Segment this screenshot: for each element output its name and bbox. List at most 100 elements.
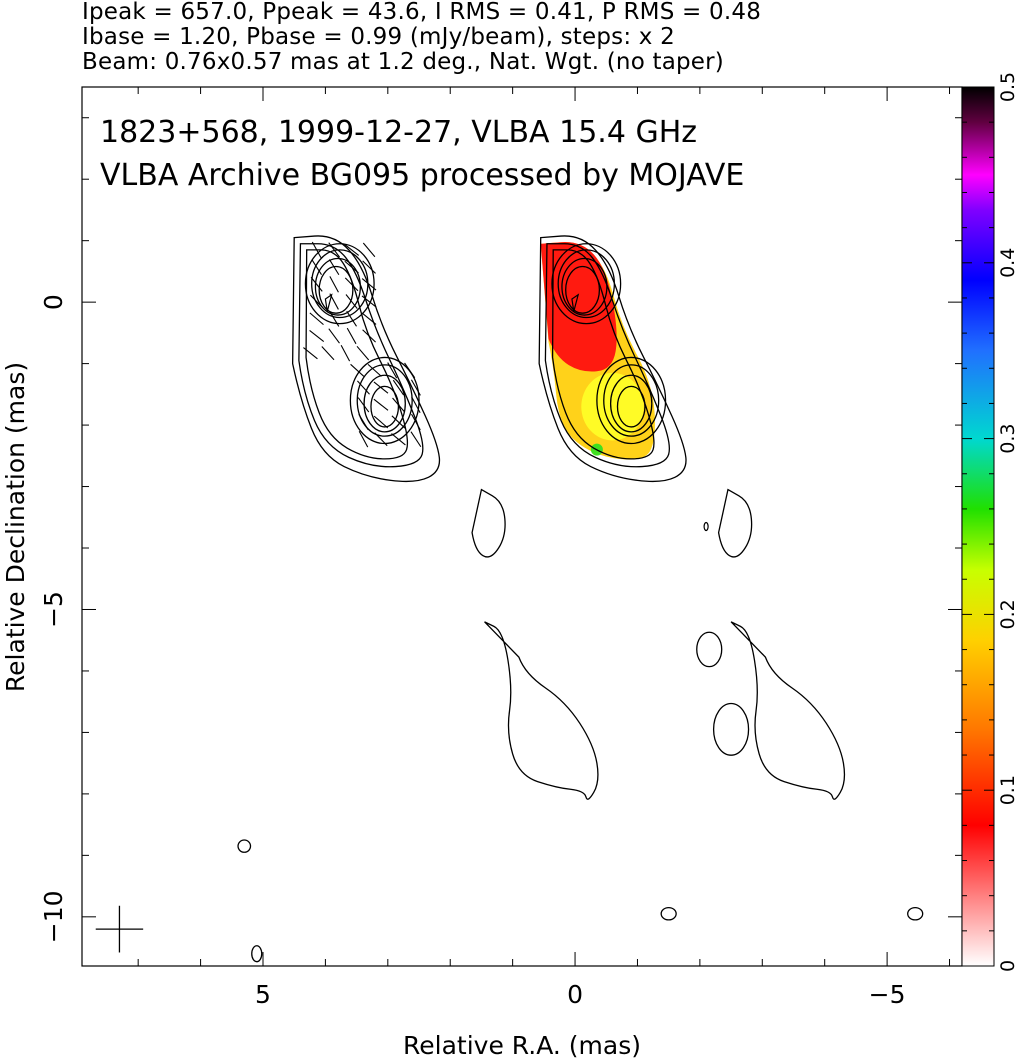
y-axis-label: Relative Declination (mas): [1, 362, 30, 692]
evpa-stick: [328, 259, 340, 276]
axis-ticks: 5 0 −5 0 −5 −10: [39, 87, 962, 1009]
header-line-1: Ipeak = 657.0, Ppeak = 43.6, I RMS = 0.4…: [82, 0, 762, 25]
contour-right-inner-2: [561, 257, 608, 316]
contour-peak-0: [324, 293, 333, 312]
contour-island-1-1: [730, 621, 846, 800]
evpa-stick: [321, 346, 335, 361]
colorbar-tick-label: 0.1: [997, 775, 1019, 805]
contour-noise-3: [251, 945, 263, 963]
evpa-stick: [358, 414, 369, 430]
evpa-stick: [329, 310, 340, 327]
evpa-stick: [362, 329, 376, 343]
evpa-stick: [344, 277, 359, 292]
x-tick-label: −5: [869, 980, 906, 1009]
evpa-stick: [328, 328, 340, 344]
evpa-stick: [328, 242, 340, 258]
evpa-stick: [361, 312, 377, 325]
evpa-stick: [358, 431, 369, 448]
evpa-stick: [410, 431, 422, 448]
polarization-peak-knot: [581, 372, 644, 441]
contour-left-0: [291, 235, 441, 483]
contour-left-inner-5: [356, 364, 413, 437]
header-line-2: Ibase = 1.20, Pbase = 0.99 (mJy/beam), s…: [82, 24, 675, 50]
contour-right-inner-7: [616, 385, 646, 428]
evpa-stick: [392, 379, 405, 396]
contour-right-inner-0: [551, 243, 622, 325]
header-line-3: Beam: 0.76x0.57 mas at 1.2 deg., Nat. Wg…: [82, 49, 724, 75]
contour-right-inner-6: [609, 374, 653, 433]
evpa-stick: [309, 312, 324, 326]
evpa-stick: [373, 398, 389, 411]
plot-header: Ipeak = 657.0, Ppeak = 43.6, I RMS = 0.4…: [82, 0, 1022, 75]
colorbar-axis: 0 0.1 0.2 0.3 0.4 0.5: [962, 72, 1019, 972]
contour-left-inner-7: [370, 385, 400, 428]
contour-right-inner-3: [565, 265, 601, 314]
y-tick-label: −5: [39, 591, 68, 628]
evpa-stick: [309, 329, 325, 342]
contour-right-inner-5: [603, 364, 660, 437]
evpa-stick: [392, 397, 405, 412]
colorbar-tick-label: 0: [997, 960, 1019, 972]
contour-island-loop-2: [712, 702, 750, 756]
contour-island-0-0: [471, 488, 506, 558]
evpa-stick: [329, 293, 339, 310]
contour-left-2: [305, 249, 409, 460]
x-tick-label: 0: [567, 980, 583, 1009]
evpa-stick: [309, 294, 324, 309]
contour-island-loop-3: [703, 521, 709, 532]
evpa-stick: [411, 396, 421, 413]
evpa-stick: [357, 380, 370, 395]
evpa-stick: [357, 397, 370, 413]
contour-island-0-1: [484, 621, 599, 800]
map-area: [95, 235, 924, 963]
contour-right-1: [544, 243, 670, 468]
contour-noise-0: [237, 839, 252, 853]
contour-left-inner-0: [304, 243, 375, 325]
map-subtitle: VLBA Archive BG095 processed by MOJAVE: [100, 158, 744, 193]
evpa-stick: [340, 344, 351, 362]
colorbar: [961, 86, 995, 967]
evpa-stick: [329, 276, 339, 293]
evpa-stick: [361, 295, 377, 308]
contour-noise-1: [660, 906, 677, 921]
evpa-stick: [410, 379, 421, 396]
evpa-stick: [345, 294, 358, 309]
evpa-stick: [362, 260, 376, 274]
evpa-stick: [367, 363, 382, 377]
evpa-stick: [361, 278, 377, 291]
contour-left-inner-3: [318, 265, 354, 314]
evpa-stick: [391, 415, 406, 429]
contour-peak-1: [571, 293, 580, 312]
evpa-stick: [311, 259, 322, 275]
evpa-stick: [374, 432, 388, 447]
contour-right-0: [538, 235, 687, 483]
evpa-stick: [362, 242, 376, 258]
evpa-stick: [344, 260, 359, 274]
evpa-stick: [303, 347, 318, 360]
y-tick-label: −10: [39, 890, 68, 943]
contour-right-2: [551, 249, 655, 460]
x-tick-label: 5: [255, 980, 271, 1009]
evpa-stick: [310, 276, 323, 292]
colorbar-tick-label: 0.2: [997, 599, 1019, 629]
contour-left-inner-2: [314, 257, 362, 316]
contour-noise-2: [907, 906, 924, 921]
plot-frame: [81, 86, 963, 967]
colorbar-tick-label: 0.4: [997, 248, 1019, 278]
contour-right-inner-4: [596, 356, 667, 445]
contour-island-1-0: [717, 488, 753, 558]
contour-left-inner-6: [363, 374, 406, 433]
evpa-stick: [373, 415, 389, 429]
evpa-stick: [387, 362, 398, 379]
evpa-stick: [391, 433, 406, 446]
evpa-stick: [346, 310, 357, 327]
evpa-stick: [311, 241, 322, 259]
contour-island-loop-1: [696, 631, 723, 668]
colorbar-tick-label: 0.3: [997, 423, 1019, 453]
evpa-stick: [344, 243, 360, 256]
colorbar-tick-label: 0.5: [997, 72, 1019, 102]
evpa-stick: [373, 381, 389, 394]
evpa-stick: [350, 363, 365, 377]
evpa-stick: [411, 413, 421, 431]
